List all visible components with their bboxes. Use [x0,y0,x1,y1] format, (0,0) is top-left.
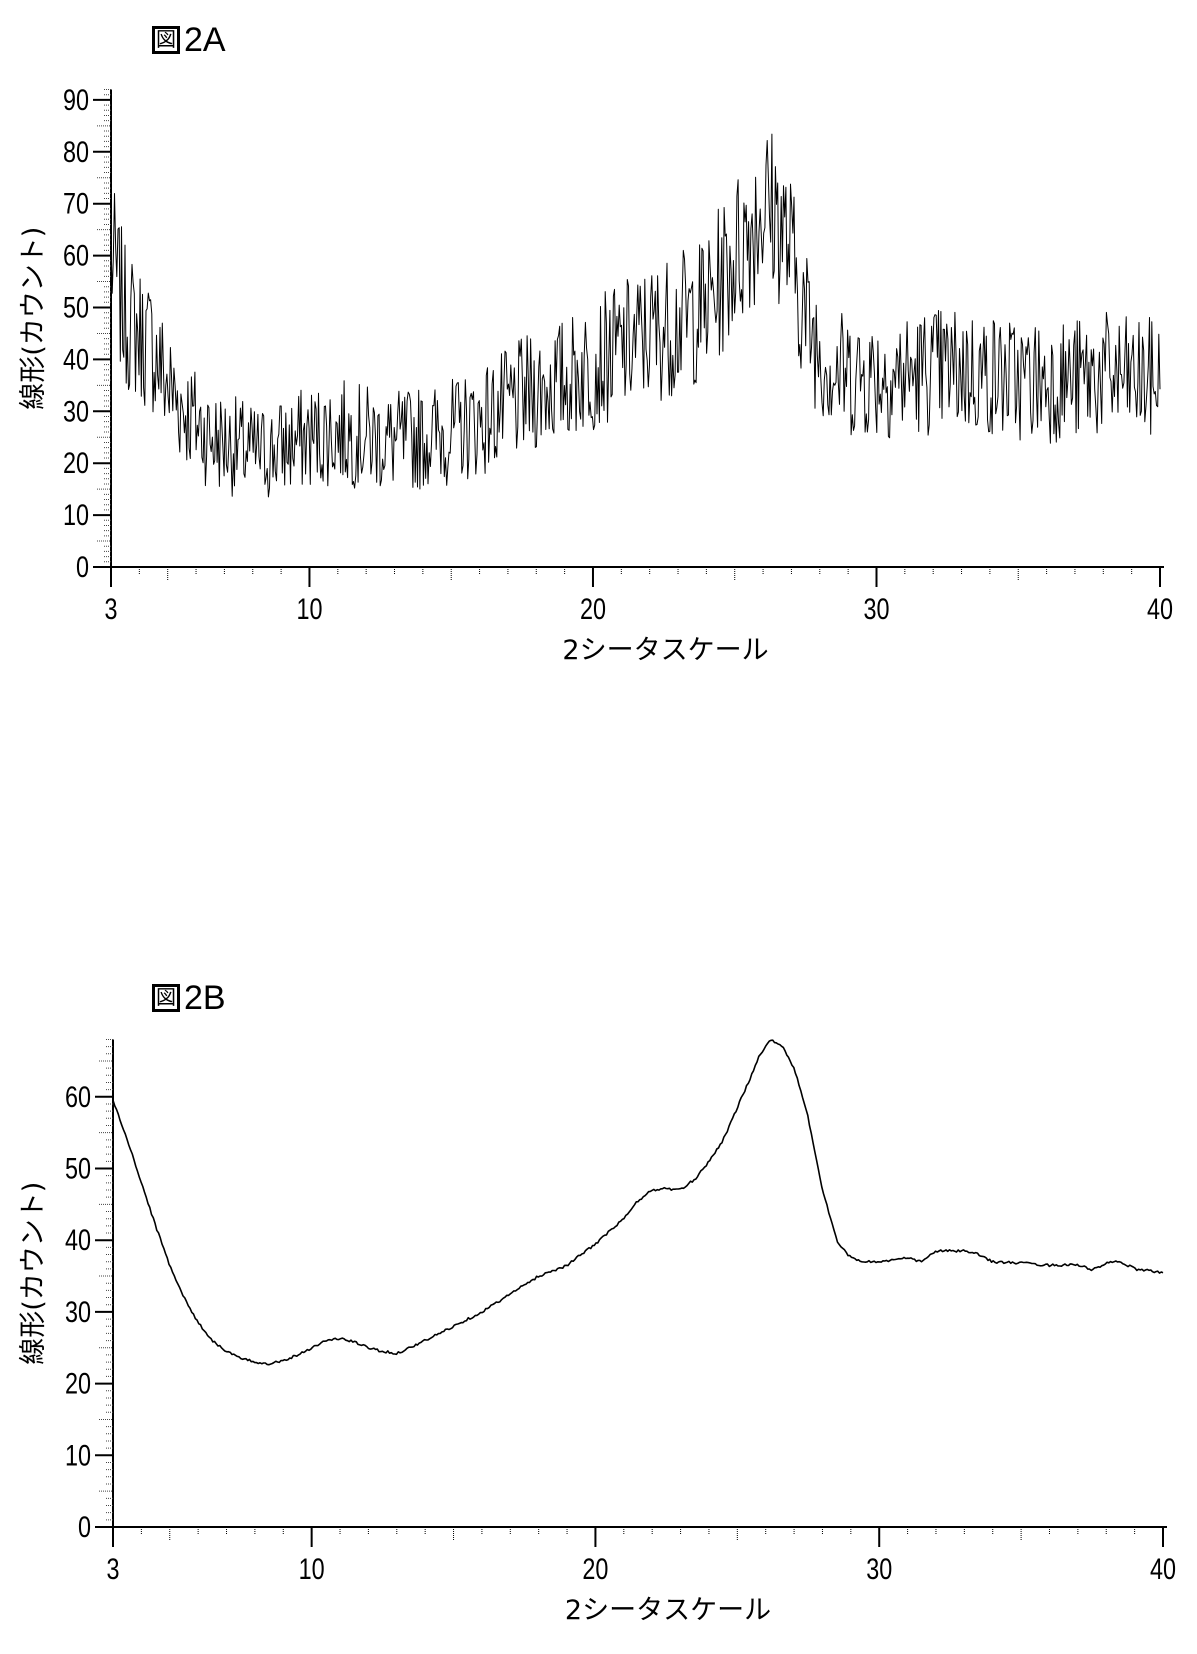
x-tick-label: 20 [582,1552,608,1585]
y-tick-label: 50 [65,1152,91,1185]
y-tick-label: 0 [78,1510,91,1543]
y-tick-label: 30 [65,1295,91,1328]
y-tick-label: 40 [65,1223,91,1256]
x-axis-title: 2シータスケール [565,1595,771,1626]
data-series-line [113,1040,1163,1365]
y-tick-label: 10 [65,1439,91,1472]
y-axis-title: 線形(カウント) [18,1182,49,1365]
y-tick-label: 20 [65,1367,91,1400]
y-tick-label: 60 [65,1080,91,1113]
chart-2b: 0 10 20 30 40 50 60 3 10 20 30 40 2シータスケール 線形(カウント) [0,0,1197,1654]
x-tick-label: 10 [299,1552,325,1585]
x-tick-label: 30 [866,1552,892,1585]
x-tick-label: 3 [106,1552,119,1585]
x-tick-label: 40 [1150,1552,1176,1585]
